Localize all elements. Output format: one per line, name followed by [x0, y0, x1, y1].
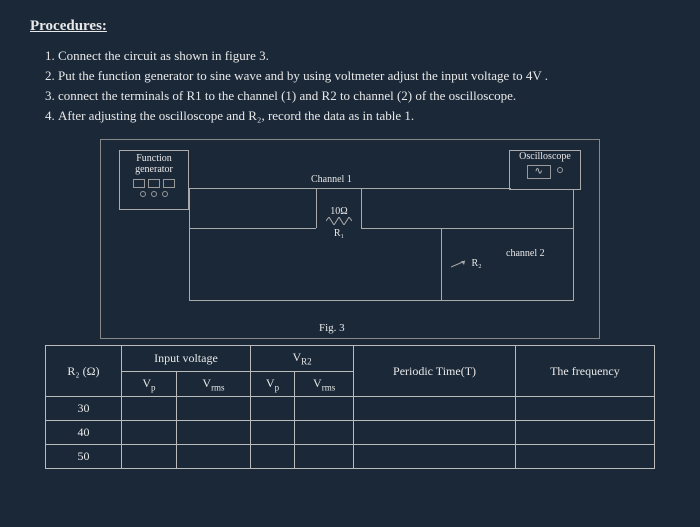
resistor-icon — [326, 217, 352, 225]
fg-knobs — [120, 191, 188, 197]
table-row: 50 — [46, 445, 655, 469]
cell-r2: 50 — [46, 445, 122, 469]
cell — [515, 445, 654, 469]
table-row: 40 — [46, 421, 655, 445]
data-table: R₂ (Ω) Input voltage VR2 Periodic Time(T… — [45, 345, 655, 469]
wire — [361, 188, 362, 228]
procedures-heading: Procedures: — [30, 18, 670, 35]
wire — [441, 228, 442, 300]
cell-r2: 30 — [46, 397, 122, 421]
cell — [176, 445, 250, 469]
cell — [121, 397, 176, 421]
cell — [295, 397, 354, 421]
col-frequency: The frequency — [515, 346, 654, 397]
cell — [250, 445, 294, 469]
cell — [121, 421, 176, 445]
channel1-label: Channel 1 — [311, 174, 352, 185]
wire — [573, 190, 574, 300]
wire — [189, 300, 574, 301]
table-row: 30 — [46, 397, 655, 421]
wire — [189, 188, 511, 189]
arrow-icon — [451, 259, 469, 269]
cell — [515, 421, 654, 445]
wire — [361, 228, 573, 229]
function-generator-box: Function generator — [119, 150, 189, 210]
cell — [515, 397, 654, 421]
cell — [295, 445, 354, 469]
oscilloscope-screen-icon — [527, 165, 551, 179]
cell — [354, 421, 516, 445]
oscilloscope-label: Oscilloscope — [510, 151, 580, 162]
cell — [250, 421, 294, 445]
circuit-diagram: Function generator Oscilloscope Channel … — [100, 139, 600, 339]
procedure-item: After adjusting the oscilloscope and R₂,… — [58, 107, 670, 126]
procedure-item: connect the terminals of R1 to the chann… — [58, 87, 670, 106]
col-vp1: Vp — [121, 371, 176, 396]
wire — [189, 228, 316, 229]
cell — [176, 397, 250, 421]
function-generator-label: Function generator — [120, 153, 188, 175]
cell — [295, 421, 354, 445]
cell — [250, 397, 294, 421]
col-vp2: Vp — [250, 371, 294, 396]
cell — [354, 445, 516, 469]
figure-label: Fig. 3 — [319, 322, 345, 334]
oscilloscope-box: Oscilloscope — [509, 150, 581, 190]
channel2-label: channel 2 — [506, 248, 545, 259]
cell-r2: 40 — [46, 421, 122, 445]
r1-value: 10Ω R₁ — [326, 206, 352, 239]
cell — [121, 445, 176, 469]
wire — [316, 188, 317, 228]
wire — [189, 188, 190, 300]
col-periodic: Periodic Time(T) — [354, 346, 516, 397]
procedure-item: Put the function generator to sine wave … — [58, 67, 670, 86]
col-vr2: VR2 — [250, 346, 353, 371]
col-vrms2: Vrms — [295, 371, 354, 396]
col-vrms1: Vrms — [176, 371, 250, 396]
r2-label: R₂ — [451, 258, 482, 269]
cell — [354, 397, 516, 421]
procedures-list: Connect the circuit as shown in figure 3… — [30, 47, 670, 125]
oscilloscope-knob-icon — [557, 167, 563, 173]
cell — [176, 421, 250, 445]
procedure-item: Connect the circuit as shown in figure 3… — [58, 47, 670, 66]
col-r2: R₂ (Ω) — [46, 346, 122, 397]
fg-controls — [120, 179, 188, 188]
col-input-voltage: Input voltage — [121, 346, 250, 371]
